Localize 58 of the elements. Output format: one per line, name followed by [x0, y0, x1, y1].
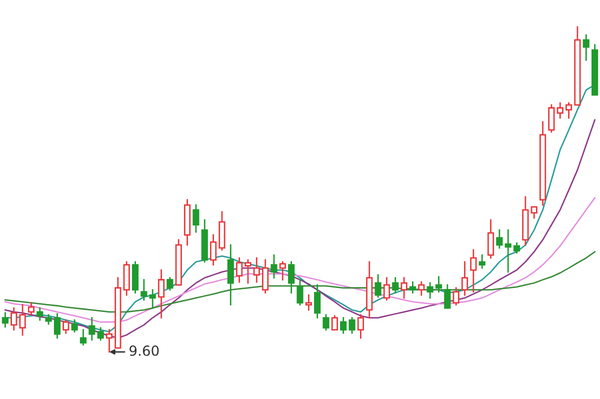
candlestick [36, 307, 44, 321]
candlestick [392, 277, 399, 294]
candlestick [435, 276, 442, 292]
candlestick [487, 219, 494, 259]
candlestick [548, 104, 555, 133]
candlestick [383, 277, 390, 301]
candlestick [253, 257, 260, 283]
candlestick [45, 314, 52, 325]
candlestick [97, 327, 104, 341]
candlestick [62, 319, 70, 334]
candlestick [444, 284, 451, 309]
candlestick [210, 234, 217, 266]
candlestick [244, 259, 252, 284]
candlestick [340, 317, 347, 334]
candlestick [19, 304, 26, 336]
candlestick [106, 329, 113, 353]
candlestick [288, 261, 295, 294]
candlestick [192, 204, 200, 233]
candlestick [140, 279, 148, 301]
candlestick [149, 289, 156, 309]
candlestick [530, 206, 538, 219]
candlestick [236, 257, 243, 283]
candlestick [2, 312, 8, 328]
candlestick [461, 261, 468, 296]
candlestick [28, 302, 35, 316]
candlestick [357, 314, 364, 339]
candlestick [305, 294, 312, 311]
candlestick [504, 229, 512, 273]
candlestick [478, 254, 486, 269]
candlestick [556, 102, 564, 119]
candlestick [452, 287, 460, 306]
candlestick [296, 279, 304, 306]
candlestick [582, 34, 590, 61]
candlestick [322, 314, 330, 330]
candlestick [227, 244, 234, 306]
candlestick [409, 281, 416, 294]
candlestick [348, 317, 356, 334]
candlestick [314, 284, 321, 318]
candlestick [71, 319, 78, 332]
annotation: 9.60 [130, 345, 159, 356]
candlestick [374, 274, 382, 298]
candlestick [426, 282, 434, 299]
candlestick [166, 277, 174, 291]
candlestick [88, 317, 96, 341]
candlestick [279, 261, 286, 280]
candlestick [513, 242, 520, 254]
candlestick [418, 281, 425, 296]
candlestick [470, 249, 477, 292]
candlestick [400, 277, 408, 299]
candlestick [80, 329, 87, 346]
candlestick [565, 102, 572, 119]
candlestick [54, 313, 61, 339]
candlestick [496, 229, 503, 249]
candlestick [262, 259, 269, 294]
candlestick [10, 307, 18, 330]
candlestick [158, 269, 165, 318]
candlestick [331, 315, 338, 330]
candlestick [270, 254, 278, 278]
